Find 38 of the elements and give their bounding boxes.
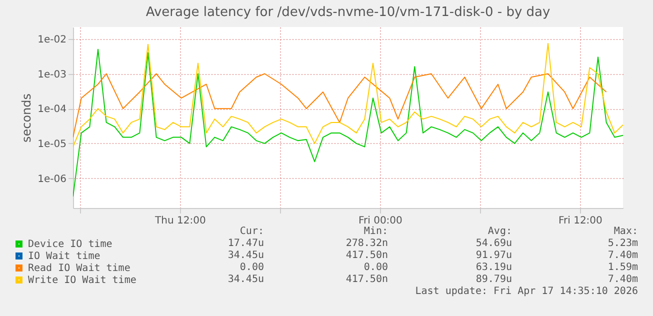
legend-label: Read IO Wait time [28,263,130,274]
y-axis-title: seconds [20,93,34,143]
text: Avg: [488,226,512,237]
text: 34.45u [228,250,264,261]
legend-label: Write IO Wait time [28,275,136,286]
text: 17.47u [228,238,264,249]
line-series [73,73,607,138]
y-tick-label: 1e-06 [38,174,66,185]
text: Cur: [240,226,264,237]
y-tick-label: 1e-04 [38,104,66,116]
text: 417.50n [346,274,388,285]
x-tick-label: Fri 12:00 [558,216,602,226]
text: Max: [614,226,638,237]
y-tick-label: 1e-03 [38,69,66,80]
text: 89.79u [476,274,512,285]
text: 0.00 [364,262,388,273]
text: 54.69u [476,238,512,249]
y-tick-label: 1e-05 [38,138,66,150]
text: 91.97u [476,250,512,261]
text: 7.40m [608,250,638,261]
legend-label: Device IO time [28,239,112,250]
legend-label: IO Wait time [28,251,100,262]
text: 1.59m [608,262,638,273]
x-tick-label: Fri 00:00 [358,216,402,226]
line-series [73,48,623,197]
line-series [73,42,623,148]
text: 34.45u [228,274,264,285]
text: 63.19u [476,262,512,273]
text: 278.32n [346,238,388,249]
text: 7.40m [608,274,638,285]
text: 5.23m [608,238,638,249]
text: Last update: Fri Apr 17 14:35:10 2026 [415,286,638,297]
x-tick-label: Thu 12:00 [154,216,206,226]
text: 0.00 [240,262,264,273]
text: Min: [364,226,388,237]
chart-title: Average latency for /dev/vds-nvme-10/vm-171-disk-0 - by day [146,5,550,20]
text: 417.50n [346,250,388,261]
y-tick-label: 1e-02 [38,34,66,46]
